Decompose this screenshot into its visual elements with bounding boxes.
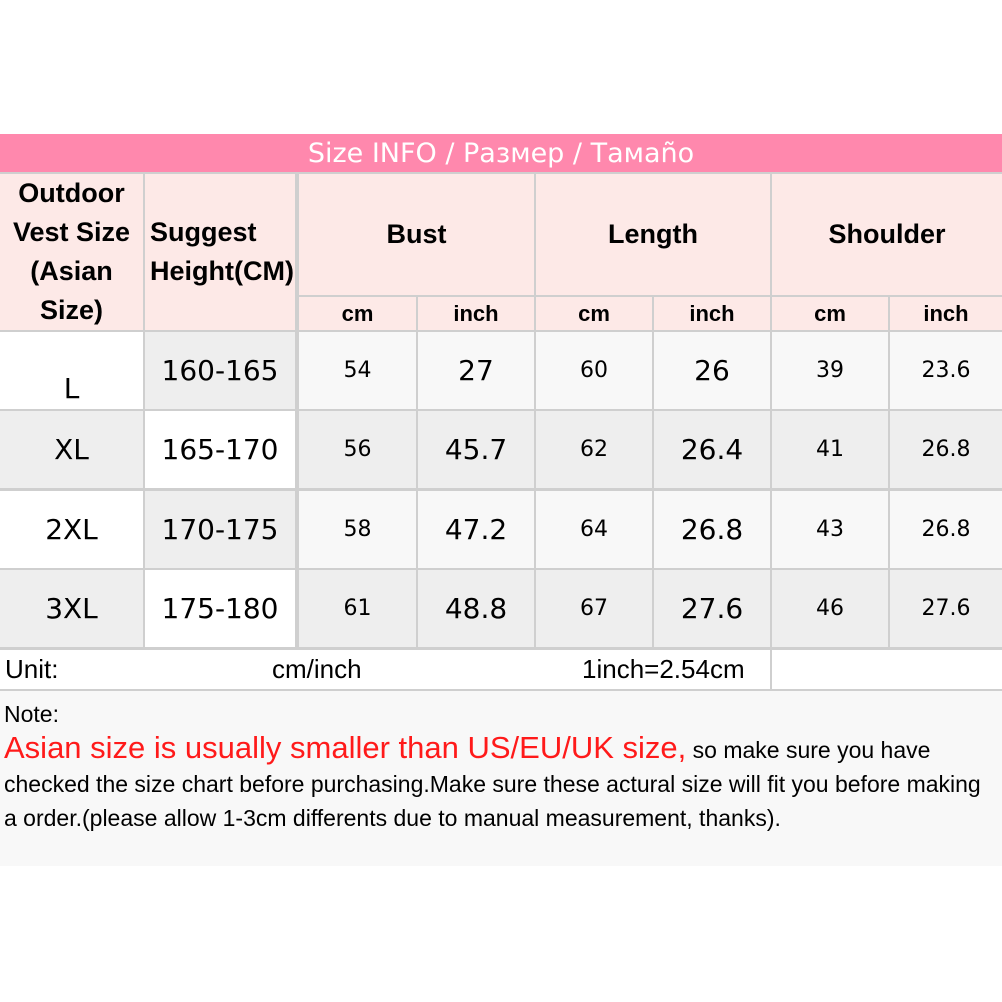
divider <box>770 650 772 690</box>
height-cell: 165-170 <box>145 411 295 488</box>
unit-header-cm: cm <box>772 297 888 330</box>
unit-header-cm: cm <box>299 297 416 330</box>
measurement-cell: 62 <box>536 411 652 488</box>
note-highlight: Asian size is usually smaller than US/EU… <box>4 730 687 765</box>
measurement-cell: 41 <box>772 411 888 488</box>
size-cell: 2XL <box>0 491 143 568</box>
table-title: Size INFO / Размер / Тамаño <box>0 134 1002 172</box>
divider <box>0 689 1002 691</box>
size-cell: L <box>0 332 143 409</box>
shoulder-header: Shoulder <box>772 174 1002 295</box>
measurement-cell: 39 <box>772 332 888 409</box>
measurement-cell: 64 <box>536 491 652 568</box>
height-cell: 170-175 <box>145 491 295 568</box>
unit-label: Unit: <box>5 654 59 684</box>
measurement-cell: 26 <box>654 332 770 409</box>
measurement-cell: 26.8 <box>654 491 770 568</box>
length-header: Length <box>536 174 770 295</box>
measurement-cell: 45.7 <box>418 411 534 488</box>
bust-header: Bust <box>299 174 534 295</box>
measurement-cell: 27 <box>418 332 534 409</box>
measurement-cell: 54 <box>299 332 416 409</box>
unit-header-inch: inch <box>418 297 534 330</box>
height-column-header: Suggest Height(CM) <box>145 174 295 330</box>
measurement-cell: 26.8 <box>890 411 1002 488</box>
unit-header-cm: cm <box>536 297 652 330</box>
unit-row: Unit: cm/inch 1inch=2.54cm <box>0 650 770 689</box>
unit-conversion: 1inch=2.54cm <box>582 654 745 684</box>
measurement-cell: 60 <box>536 332 652 409</box>
measurement-cell: 46 <box>772 570 888 647</box>
measurement-cell: 61 <box>299 570 416 647</box>
size-column-header: Outdoor Vest Size (Asian Size) <box>0 174 143 330</box>
measurement-cell: 47.2 <box>418 491 534 568</box>
measurement-cell: 58 <box>299 491 416 568</box>
unit-value: cm/inch <box>272 654 362 684</box>
unit-header-inch: inch <box>890 297 1002 330</box>
measurement-cell: 43 <box>772 491 888 568</box>
note-block: Note: Asian size is usually smaller than… <box>0 691 1002 866</box>
height-cell: 160-165 <box>145 332 295 409</box>
measurement-cell: 67 <box>536 570 652 647</box>
note-text: so make sure you have checked the size c… <box>4 737 981 831</box>
measurement-cell: 27.6 <box>654 570 770 647</box>
measurement-cell: 23.6 <box>890 332 1002 409</box>
measurement-cell: 27.6 <box>890 570 1002 647</box>
measurement-cell: 26.4 <box>654 411 770 488</box>
size-cell: 3XL <box>0 570 143 647</box>
height-cell: 175-180 <box>145 570 295 647</box>
size-cell: XL <box>0 411 143 488</box>
measurement-cell: 48.8 <box>418 570 534 647</box>
unit-header-inch: inch <box>654 297 770 330</box>
measurement-cell: 26.8 <box>890 491 1002 568</box>
note-label: Note: <box>4 701 59 727</box>
measurement-cell: 56 <box>299 411 416 488</box>
